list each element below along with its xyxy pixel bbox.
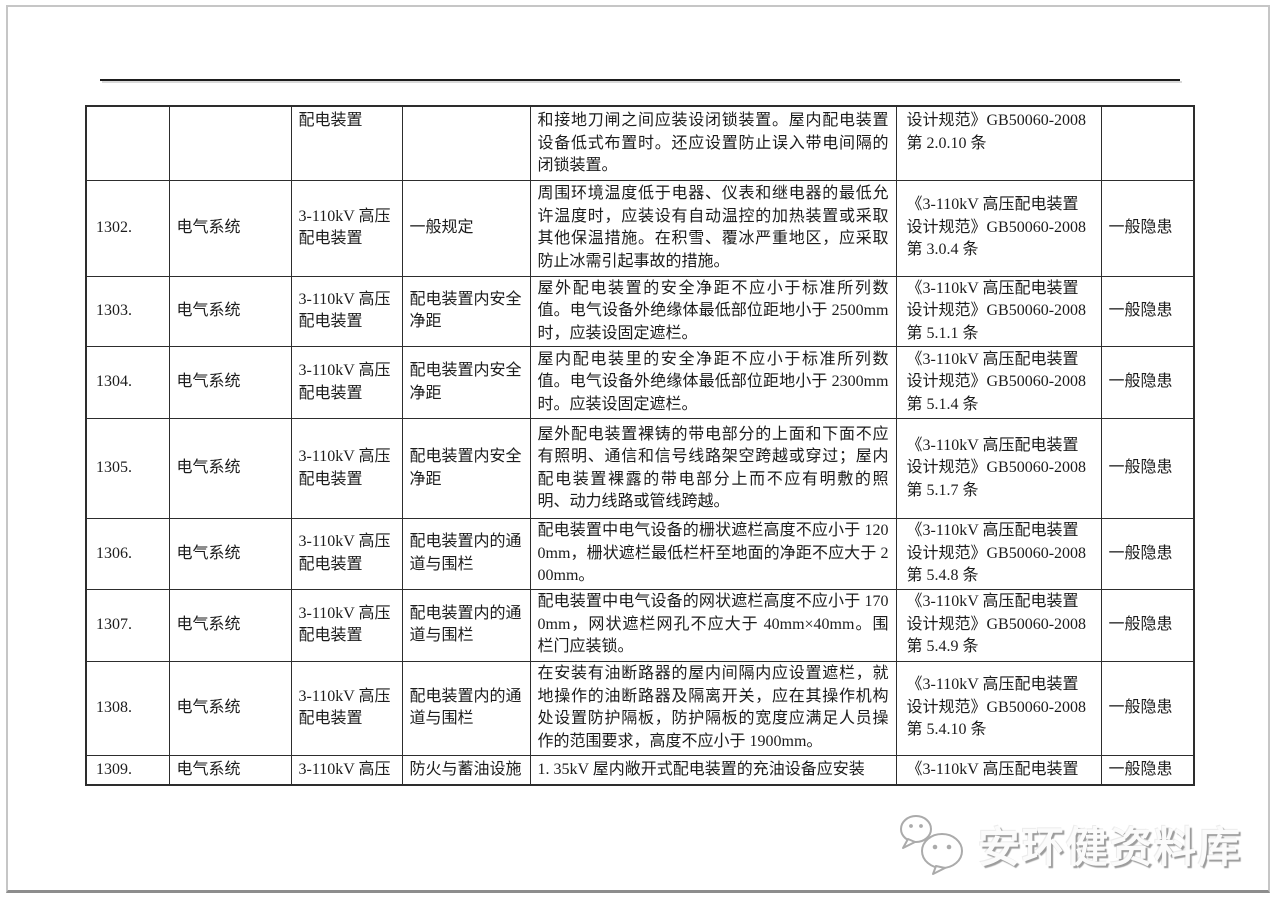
hazard-checklist-table: 配电装置 和接地刀闸之间应装设闭锁装置。屋内配电装置设备低式布置时。还应设置防止… bbox=[85, 105, 1195, 786]
row-number-cell: 1303. bbox=[85, 275, 170, 347]
row-number-cell: 1304. bbox=[85, 346, 170, 419]
system-cell: 电气系统 bbox=[168, 275, 292, 347]
category-cell: 防火与蓄油设施 bbox=[401, 754, 531, 786]
description-cell: 配电装置中电气设备的网状遮栏高度不应小于 1700mm，网状遮栏网孔不应大于 4… bbox=[529, 588, 897, 662]
system-cell: 电气系统 bbox=[168, 754, 292, 786]
row-number-cell: 1308. bbox=[85, 660, 170, 756]
device-cell: 3-110kV 高压配电装置 bbox=[290, 346, 403, 419]
table-row: 1309. 电气系统 3-110kV 高压 防火与蓄油设施 1. 35kV 屋内… bbox=[85, 754, 1195, 786]
standard-ref-cell: 《3-110kV 高压配电装置设计规范》GB50060-2008 第 5.4.9… bbox=[895, 588, 1102, 662]
system-cell: 电气系统 bbox=[168, 518, 292, 590]
description-cell: 1. 35kV 屋内敞开式配电装置的充油设备应安装 bbox=[529, 754, 897, 786]
standard-ref-cell: 《3-110kV 高压配电装置设计规范》GB50060-2008 第 5.4.8… bbox=[895, 518, 1102, 590]
table-row: 1307. 电气系统 3-110kV 高压配电装置 配电装置内的通道与围栏 配电… bbox=[85, 588, 1195, 662]
category-cell: 配电装置内安全净距 bbox=[401, 418, 531, 519]
device-cell: 3-110kV 高压 bbox=[290, 754, 403, 786]
category-cell: 配电装置内的通道与围栏 bbox=[401, 588, 531, 662]
table-row: 1306. 电气系统 3-110kV 高压配电装置 配电装置内的通道与围栏 配电… bbox=[85, 518, 1195, 590]
hazard-level-cell: 一般隐患 bbox=[1100, 179, 1195, 277]
system-cell: 电气系统 bbox=[168, 418, 292, 519]
device-cell: 3-110kV 高压配电装置 bbox=[290, 418, 403, 519]
standard-ref-cell: 《3-110kV 高压配电装置 bbox=[895, 754, 1102, 786]
row-number-cell: 1307. bbox=[85, 588, 170, 662]
watermark-text: 安环健资料库 bbox=[977, 825, 1242, 872]
standard-ref-cell: 《3-110kV 高压配电装置设计规范》GB50060-2008 第 5.1.1… bbox=[895, 275, 1102, 347]
system-cell: 电气系统 bbox=[168, 660, 292, 756]
hazard-level-cell: 一般隐患 bbox=[1100, 346, 1195, 419]
description-cell: 屋外配电装置裸铸的带电部分的上面和下面不应有照明、通信和信号线路架空跨越或穿过；… bbox=[529, 418, 897, 519]
wechat-icon bbox=[899, 815, 963, 875]
system-cell: 电气系统 bbox=[168, 346, 292, 419]
standard-ref-cell: 设计规范》GB50060-2008 第 2.0.10 条 bbox=[895, 105, 1102, 181]
device-cell: 3-110kV 高压配电装置 bbox=[290, 179, 403, 277]
system-cell bbox=[168, 105, 292, 181]
table-row: 1304. 电气系统 3-110kV 高压配电装置 配电装置内安全净距 屋内配电… bbox=[85, 346, 1195, 419]
table-row: 1303. 电气系统 3-110kV 高压配电装置 配电装置内安全净距 屋外配电… bbox=[85, 275, 1195, 347]
device-cell: 3-110kV 高压配电装置 bbox=[290, 660, 403, 756]
category-cell: 配电装置内的通道与围栏 bbox=[401, 660, 531, 756]
system-cell: 电气系统 bbox=[168, 179, 292, 277]
description-cell: 屋内配电装里的安全净距不应小于标准所列数值。电气设备外绝缘体最低部位距地小于 2… bbox=[529, 346, 897, 419]
hazard-level-cell: 一般隐患 bbox=[1100, 418, 1195, 519]
description-cell: 屋外配电装置的安全净距不应小于标准所列数值。电气设备外绝缘体最低部位距地小于 2… bbox=[529, 275, 897, 347]
category-cell: 一般规定 bbox=[401, 179, 531, 277]
hazard-level-cell: 一般隐患 bbox=[1100, 518, 1195, 590]
system-cell: 电气系统 bbox=[168, 588, 292, 662]
standard-ref-cell: 《3-110kV 高压配电装置设计规范》GB50060-2008 第 5.1.4… bbox=[895, 346, 1102, 419]
standard-ref-cell: 《3-110kV 高压配电装置设计规范》GB50060-2008 第 5.4.1… bbox=[895, 660, 1102, 756]
category-cell: 配电装置内安全净距 bbox=[401, 275, 531, 347]
description-cell: 周围环境温度低于电器、仪表和继电器的最低允许温度时，应装设有自动温控的加热装置或… bbox=[529, 179, 897, 277]
description-cell: 配电装置中电气设备的栅状遮栏高度不应小于 1200mm，栅状遮栏最低栏杆至地面的… bbox=[529, 518, 897, 590]
device-cell: 3-110kV 高压配电装置 bbox=[290, 588, 403, 662]
table-row: 配电装置 和接地刀闸之间应装设闭锁装置。屋内配电装置设备低式布置时。还应设置防止… bbox=[85, 105, 1195, 181]
standard-ref-cell: 《3-110kV 高压配电装置设计规范》GB50060-2008 第 5.1.7… bbox=[895, 418, 1102, 519]
hazard-level-cell bbox=[1100, 105, 1195, 181]
category-cell bbox=[401, 105, 531, 181]
watermark: 安环健资料库 bbox=[894, 813, 1242, 875]
category-cell: 配电装置内安全净距 bbox=[401, 346, 531, 419]
description-cell: 和接地刀闸之间应装设闭锁装置。屋内配电装置设备低式布置时。还应设置防止误入带电间… bbox=[529, 105, 897, 181]
device-cell: 3-110kV 高压配电装置 bbox=[290, 275, 403, 347]
category-cell: 配电装置内的通道与围栏 bbox=[401, 518, 531, 590]
table-row: 1305. 电气系统 3-110kV 高压配电装置 配电装置内安全净距 屋外配电… bbox=[85, 418, 1195, 519]
document-page: 配电装置 和接地刀闸之间应装设闭锁装置。屋内配电装置设备低式布置时。还应设置防止… bbox=[6, 5, 1270, 893]
standard-ref-cell: 《3-110kV 高压配电装置设计规范》GB50060-2008 第 3.0.4… bbox=[895, 179, 1102, 277]
description-cell: 在安装有油断路器的屋内间隔内应设置遮栏，就地操作的油断路器及隔离开关，应在其操作… bbox=[529, 660, 897, 756]
hazard-level-cell: 一般隐患 bbox=[1100, 275, 1195, 347]
row-number-cell: 1306. bbox=[85, 518, 170, 590]
hazard-level-cell: 一般隐患 bbox=[1100, 754, 1195, 786]
row-number-cell bbox=[85, 105, 170, 181]
header-rule bbox=[100, 79, 1180, 81]
table-row: 1302. 电气系统 3-110kV 高压配电装置 一般规定 周围环境温度低于电… bbox=[85, 179, 1195, 277]
device-cell: 3-110kV 高压配电装置 bbox=[290, 518, 403, 590]
row-number-cell: 1309. bbox=[85, 754, 170, 786]
hazard-level-cell: 一般隐患 bbox=[1100, 588, 1195, 662]
hazard-level-cell: 一般隐患 bbox=[1100, 660, 1195, 756]
row-number-cell: 1305. bbox=[85, 418, 170, 519]
table-row: 1308. 电气系统 3-110kV 高压配电装置 配电装置内的通道与围栏 在安… bbox=[85, 660, 1195, 756]
row-number-cell: 1302. bbox=[85, 179, 170, 277]
device-cell: 配电装置 bbox=[290, 105, 403, 181]
